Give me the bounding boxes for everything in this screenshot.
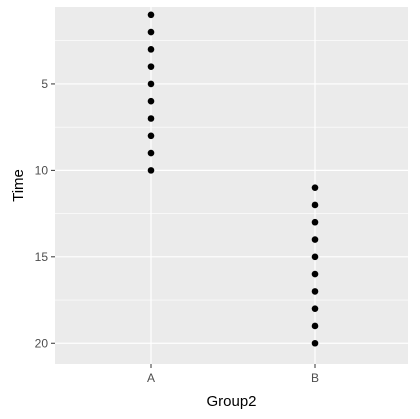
data-point: [311, 322, 319, 330]
data-point: [311, 218, 319, 226]
data-point: [147, 115, 155, 122]
data-point: [311, 253, 319, 261]
data-point: [147, 149, 155, 157]
y-axis-title: Time: [10, 169, 27, 202]
minor-gridlines: [55, 40, 408, 301]
data-point: [147, 80, 155, 88]
data-point: [147, 63, 155, 70]
major-gridlines: [55, 7, 408, 364]
data-point: [147, 132, 155, 140]
y-axis: 5 10 15 20: [35, 77, 55, 350]
data-point: [311, 270, 319, 278]
data-point: [311, 288, 319, 295]
x-axis-title: Group2: [206, 393, 256, 410]
data-points: [147, 11, 319, 347]
data-point: [311, 305, 319, 312]
data-point: [147, 11, 155, 19]
data-point: [147, 167, 155, 174]
x-tick-label: B: [311, 371, 319, 385]
data-point: [311, 339, 319, 347]
data-point: [311, 201, 319, 209]
plot-panel: [55, 7, 408, 364]
data-point: [147, 28, 155, 36]
data-point: [147, 46, 155, 53]
data-point: [311, 184, 319, 191]
x-tick-label: A: [147, 371, 155, 385]
y-tick-label: 5: [41, 77, 48, 91]
y-tick-label: 15: [35, 250, 49, 264]
y-tick-label: 20: [35, 336, 49, 350]
y-tick-label: 10: [35, 163, 49, 177]
data-point: [311, 236, 319, 243]
data-point: [147, 97, 155, 105]
